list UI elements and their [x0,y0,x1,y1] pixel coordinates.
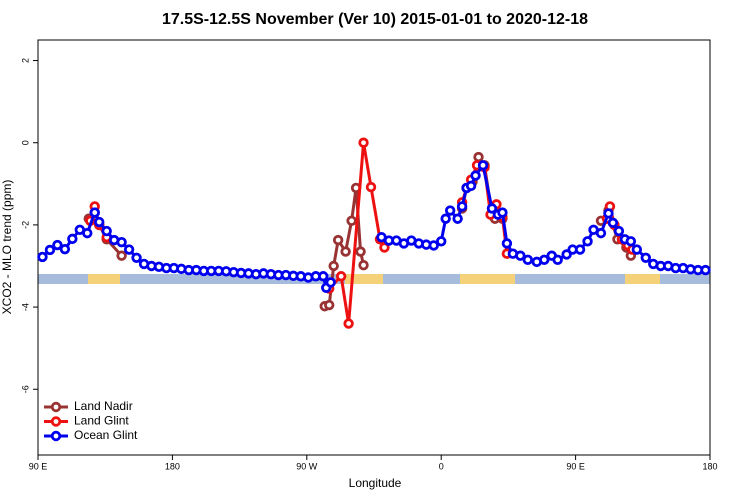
legend-marker [50,416,62,427]
legend-label: Ocean Glint [74,428,138,442]
point [552,254,563,266]
y-tick-label: 2 [20,58,30,63]
point [37,251,48,263]
point [116,250,127,261]
point [131,252,142,263]
point [595,227,607,239]
land-band [345,274,383,284]
point [101,225,112,237]
point [123,244,135,255]
point [89,207,100,218]
point [465,180,477,192]
point [539,254,550,266]
point [613,225,625,237]
point [318,271,329,282]
y-tick-label: -6 [20,385,30,393]
point [82,227,93,239]
point [365,181,377,193]
point [444,205,456,216]
point [456,201,468,212]
series [37,160,711,293]
point [497,207,508,218]
x-axis-label: Longitude [349,476,402,490]
point [346,215,357,226]
point [358,137,369,148]
point [52,239,63,251]
x-tick-label: 180 [702,461,717,471]
point [343,318,354,329]
y-tick-label: -4 [20,303,30,311]
point [358,259,369,271]
point [515,250,526,261]
point [522,254,534,266]
chart-title: 17.5S-12.5S November (Ver 10) 2015-01-01… [162,11,588,28]
point [473,151,484,163]
x-tick-label: 0 [439,461,444,471]
point [452,213,463,224]
point [116,236,127,248]
plot-frame [37,39,711,456]
point [501,238,513,249]
legend-label: Land Glint [74,414,129,428]
point [631,244,643,255]
point [486,203,498,214]
series-line [88,142,634,324]
legend-marker [50,401,62,413]
legend-marker [50,430,62,442]
land-band [88,274,120,284]
point [607,217,619,229]
point [44,244,56,256]
point [355,246,366,257]
point [428,240,439,251]
point [625,236,637,247]
point [94,216,105,228]
point [67,233,78,245]
point [340,246,351,257]
x-tick-label: 180 [165,461,180,471]
y-tick-label: -2 [20,221,30,229]
point [335,271,347,282]
series [85,137,638,329]
y-axis-label: XCO2 - MLO trend (ppm) [0,180,14,315]
surface-band [38,274,710,284]
point [477,160,489,171]
point [328,260,339,272]
y-tick-label: 0 [20,140,30,145]
land-band [460,274,515,284]
point [436,236,447,247]
point [700,264,711,276]
point [603,208,614,219]
x-tick-label: 90 E [566,461,585,471]
land-band [625,274,660,284]
x-tick-label: 90 E [29,461,48,471]
point [59,243,71,255]
point [470,170,481,181]
point [325,277,336,288]
point [574,244,586,255]
point [582,236,593,247]
legend-label: Land Nadir [74,399,133,413]
point [379,242,390,253]
point [640,252,651,263]
point [324,299,335,311]
point [440,213,451,224]
x-tick-label: 90 W [296,461,318,471]
point [332,234,344,246]
